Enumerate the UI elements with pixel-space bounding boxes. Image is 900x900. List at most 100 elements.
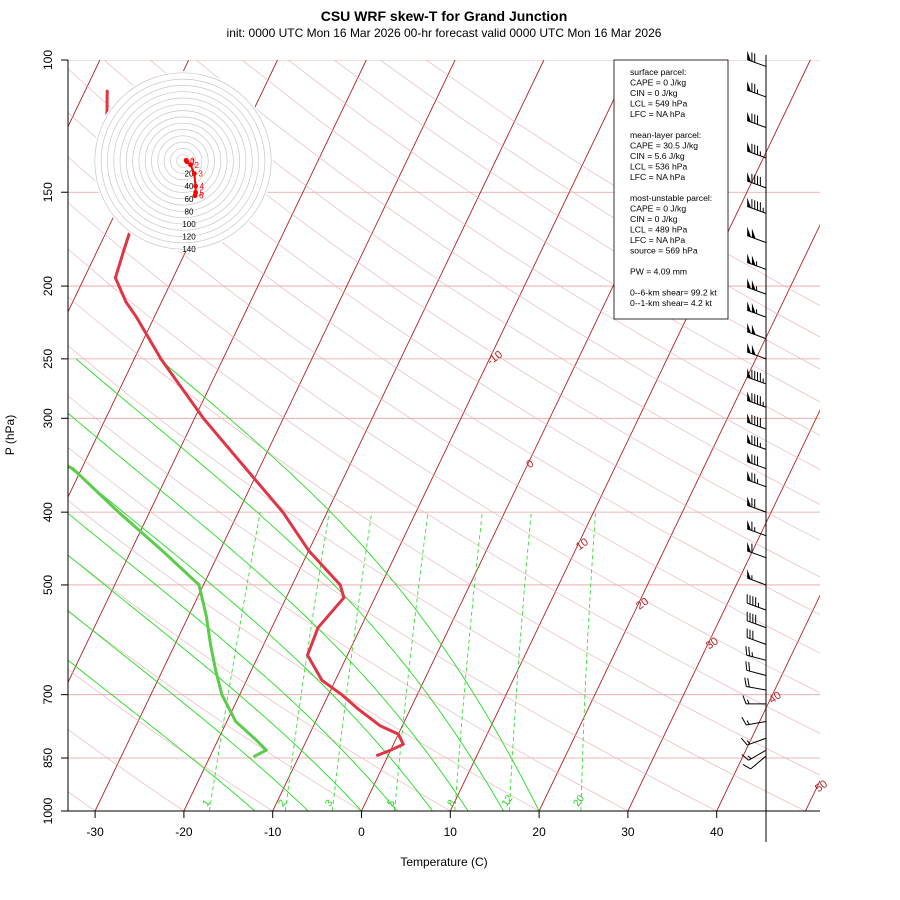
wind-barb	[746, 594, 767, 611]
x-tick-label: 30	[621, 825, 635, 839]
isotherm-line	[68, 60, 367, 684]
dry-adiabat	[68, 554, 451, 811]
wind-barb	[747, 301, 767, 318]
mixing-ratio-line	[284, 512, 330, 811]
hodograph-ring	[107, 85, 259, 237]
stats-line: CAPE = 0 J/kg	[630, 204, 686, 214]
mixing-ratio-label: 20	[572, 793, 588, 809]
wind-barb	[747, 142, 767, 159]
x-tick-label: 10	[444, 825, 458, 839]
wind-barb-pennant	[747, 172, 751, 183]
moist-adiabat	[68, 610, 309, 811]
hodograph-point-label: 3	[198, 170, 203, 179]
y-axis-ticks: 100 150 200 250 300 400 500 700 850 1000	[41, 50, 68, 824]
wind-barb-flag	[742, 764, 751, 770]
dry-adiabat	[104, 60, 820, 541]
wind-barb-flag	[744, 677, 747, 687]
wind-barb-shaft	[746, 669, 767, 676]
stats-line: 0--1-km shear= 4.2 kt	[630, 298, 713, 308]
wind-barb-shaft	[746, 720, 767, 726]
dry-adiabat	[68, 201, 820, 694]
isotherm-line	[272, 60, 634, 811]
stats-line: LFC = NA hPa	[630, 109, 685, 119]
wind-barb	[747, 541, 767, 559]
wind-barb-half-flag	[746, 699, 750, 705]
mixing-ratio-line	[508, 512, 532, 811]
moist-adiabat	[158, 358, 540, 811]
chart-subtitle: init: 0000 UTC Mon 16 Mar 2026 00-hr for…	[227, 26, 662, 40]
wind-barb	[742, 695, 766, 705]
hodograph-ring	[119, 97, 247, 225]
hodograph-ring	[176, 154, 190, 168]
hodograph-point-label: 4	[200, 182, 205, 191]
hodograph-ring	[138, 116, 228, 206]
x-axis-label: Temperature (C)	[400, 855, 487, 869]
wind-barb	[747, 226, 767, 243]
wind-barb-flag	[741, 754, 750, 761]
hodograph-point-label: 5	[200, 189, 205, 198]
y-tick-label: 400	[41, 502, 55, 522]
wind-barb-shaft	[748, 749, 767, 761]
wind-barb-pennant	[747, 496, 751, 507]
dewpoint-profile-line	[68, 464, 268, 758]
isotherm-line	[538, 223, 820, 811]
wind-barb-pennant	[751, 303, 756, 314]
wind-barb	[747, 50, 767, 67]
wind-barb-pennant	[747, 197, 751, 208]
mixing-ratio-line	[331, 512, 373, 811]
isotherm-line	[716, 594, 820, 811]
hodograph-point-label: 2	[195, 161, 200, 170]
stats-line: LFC = NA hPa	[630, 172, 685, 182]
moist-adiabat	[68, 659, 256, 811]
x-tick-label: 40	[710, 825, 724, 839]
isotherm-label: 30	[704, 635, 721, 652]
y-tick-label: 200	[41, 276, 55, 296]
stats-line: surface parcel:	[630, 67, 686, 77]
y-axis-label: P (hPa)	[3, 415, 17, 455]
mixing-ratio-line	[394, 512, 429, 811]
wind-barb-flag	[741, 737, 748, 746]
chart-title: CSU WRF skew-T for Grand Junction	[321, 8, 568, 24]
wind-barb	[747, 496, 767, 513]
wind-barb	[747, 368, 767, 385]
wind-barb-pennant	[751, 279, 756, 291]
hodograph-ring-label: 100	[182, 220, 196, 229]
dry-adiabat	[68, 68, 820, 578]
isotherm-line	[94, 60, 456, 811]
dry-adiabat	[68, 345, 806, 811]
hodograph-ring	[113, 91, 253, 231]
wind-barb-flag	[742, 695, 747, 705]
stats-line: LFC = NA hPa	[630, 235, 685, 245]
mixing-ratio-label: 12	[500, 793, 516, 809]
hodograph-ring	[100, 78, 266, 244]
wind-barb	[747, 81, 767, 98]
moist-adiabat	[68, 512, 398, 811]
wind-barb-pennant	[747, 142, 751, 153]
wind-barb-flag	[747, 678, 750, 688]
wind-barb-pennant	[747, 322, 751, 334]
wind-barb-shaft	[750, 755, 767, 770]
wind-barb-pennant	[751, 255, 756, 266]
hodograph-ring-label: 80	[185, 207, 194, 216]
stats-line: CIN = 0 J/kg	[630, 214, 678, 224]
wind-barb	[747, 253, 767, 270]
wind-barb-pennant	[747, 413, 751, 424]
wind-barb-pennant	[747, 50, 751, 61]
wind-barb	[747, 569, 767, 586]
hodograph: 20 40 60 80 100 120 140 01 23 456	[93, 71, 273, 254]
y-tick-label: 500	[41, 575, 55, 595]
wind-barb	[746, 628, 767, 645]
wind-barb-pennant	[747, 541, 751, 553]
stats-line: most-unstable parcel:	[630, 193, 712, 203]
wind-barb	[747, 172, 767, 189]
y-tick-label: 700	[41, 684, 55, 704]
dry-adiabat	[68, 447, 629, 811]
mixing-ratio-label: 8	[446, 798, 458, 809]
wind-barb-flag	[745, 646, 748, 656]
isotherm-label: 10	[574, 536, 591, 553]
hodograph-ring	[144, 122, 222, 200]
dry-adiabat	[68, 296, 820, 776]
dry-adiabat	[68, 395, 717, 811]
